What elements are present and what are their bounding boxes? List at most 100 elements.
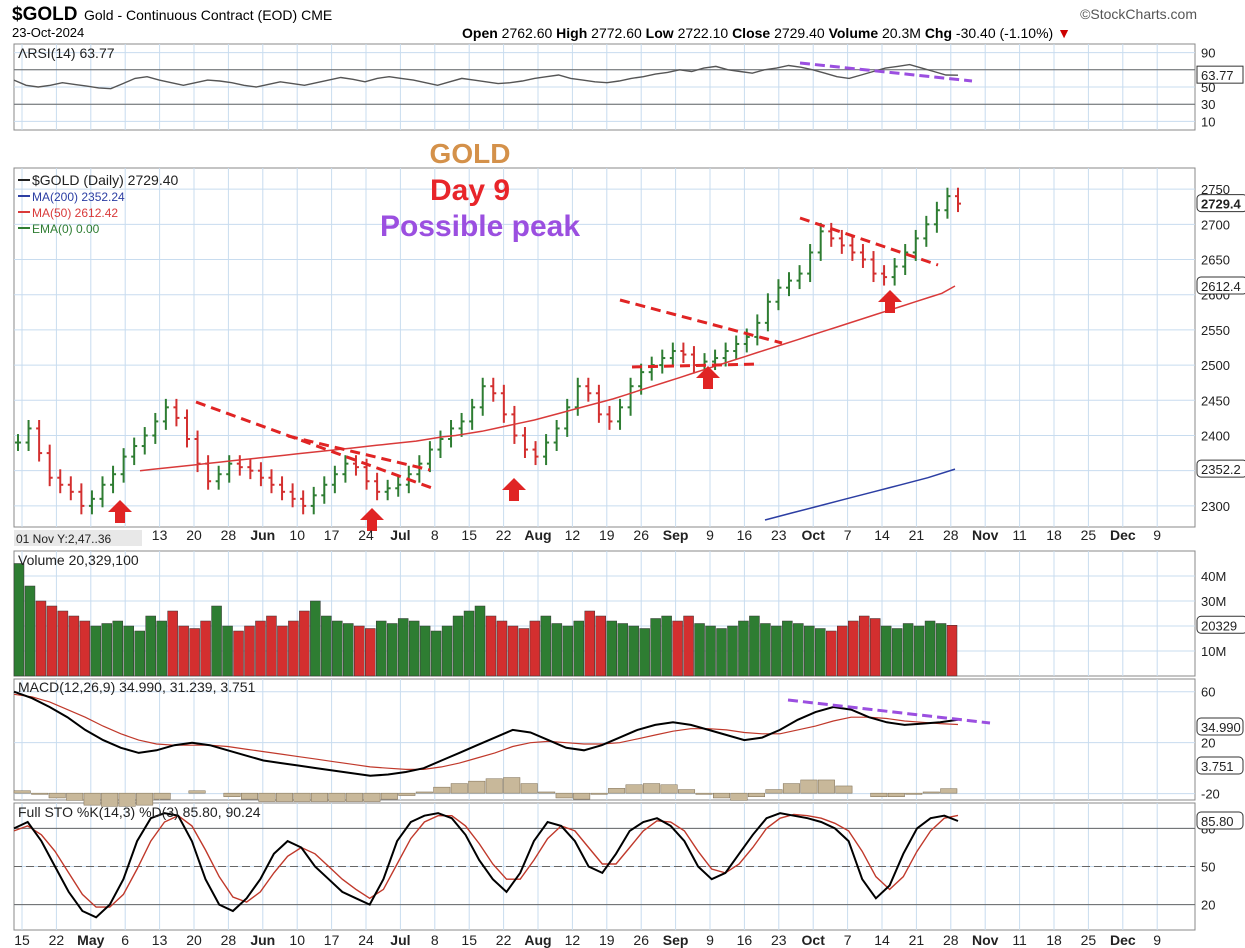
up-arrow-icon — [696, 366, 720, 389]
x-tick-label-top: 18 — [1046, 527, 1062, 543]
macd-histogram-bar — [800, 779, 818, 794]
chart-date: 23-Oct-2024 — [12, 25, 85, 40]
x-tick-label-bottom: 28 — [943, 932, 959, 948]
volume-bar — [924, 620, 936, 677]
macd-histogram-bar — [345, 792, 363, 802]
x-tick-label-top: 28 — [221, 527, 237, 543]
panel-frame-price — [13, 167, 1196, 528]
volume-bar — [222, 625, 233, 677]
resistance-trendline — [799, 216, 939, 267]
contract-description: Gold - Continuous Contract (EOD) CME — [84, 7, 332, 23]
macd-histogram-bar — [258, 792, 276, 802]
volume-bar — [485, 615, 497, 677]
y-tick-label: 2500 — [1201, 358, 1230, 373]
volume-bar — [452, 615, 464, 677]
x-tick-label-top: 14 — [874, 527, 890, 543]
volume-bar — [211, 605, 222, 677]
low-value: 2722.10 — [677, 25, 729, 41]
volume-bar — [430, 630, 442, 677]
macd-histogram-bar — [695, 792, 713, 795]
volume-bar — [343, 623, 354, 677]
volume-bar — [474, 605, 486, 677]
x-tick-label-top: 10 — [289, 527, 305, 543]
x-tick-label-bottom: 12 — [565, 932, 581, 948]
x-tick-label-top: 28 — [943, 527, 959, 543]
macd-histogram-bar — [153, 792, 171, 800]
x-tick-label-bottom: 8 — [431, 932, 439, 948]
close-value: 2729.40 — [774, 25, 825, 41]
macd-histogram-bar — [48, 792, 66, 799]
volume-bar — [628, 625, 639, 677]
volume-bar — [408, 620, 420, 677]
volume-bar — [233, 630, 244, 677]
x-tick-label-bottom: Dec — [1110, 932, 1136, 948]
volume-bar — [365, 628, 376, 677]
volume-bar — [749, 615, 760, 677]
x-tick-label-bottom: 14 — [874, 932, 890, 948]
volume-bar — [935, 623, 947, 677]
x-tick-label-top: 22 — [496, 527, 512, 543]
volume-bar — [771, 625, 782, 677]
legend-entry-2: MA(50) 2612.42 — [32, 206, 118, 220]
close-label: Close — [732, 25, 771, 41]
volume-bar — [650, 618, 661, 677]
macd-histogram-bar — [241, 792, 258, 800]
rsi-title: ΛRSI(14) 63.77 — [18, 45, 115, 61]
x-tick-label-top: 23 — [771, 527, 787, 543]
high-value: 2772.60 — [591, 25, 642, 41]
volume-bar — [441, 625, 453, 677]
rsi-current-box — [1196, 65, 1244, 84]
x-tick-label-top: Dec — [1110, 527, 1136, 543]
volume-bar — [858, 615, 870, 677]
macd-histogram-bar — [538, 791, 556, 794]
x-tick-label-bottom: 17 — [324, 932, 340, 948]
y-tick-label: 90 — [1201, 46, 1215, 61]
volume-bar — [79, 620, 91, 677]
x-tick-label-bottom: 22 — [496, 932, 512, 948]
last-value-box — [1196, 194, 1245, 213]
x-tick-label-bottom: 10 — [289, 932, 305, 948]
volume-bar — [793, 623, 804, 677]
volume-current-box — [1196, 615, 1245, 634]
support-trendline — [631, 362, 761, 369]
volume-bar — [299, 610, 310, 677]
sto-d-line — [13, 813, 959, 908]
volume-bar — [727, 625, 738, 677]
macd-histogram-bar — [468, 780, 486, 794]
description-text: Gold - Continuous Contract (EOD) — [84, 7, 298, 23]
macd-histogram-bar — [835, 785, 853, 794]
volume-bar — [321, 615, 332, 677]
macd-current-box — [1196, 756, 1244, 775]
macd-histogram-bar — [310, 792, 328, 802]
macd-histogram-bar — [503, 777, 521, 794]
volume-bar — [639, 628, 650, 677]
macd-current-label: 34.990 — [1201, 720, 1241, 735]
macd-histogram-bar — [520, 783, 538, 794]
x-tick-label-top: 25 — [1081, 527, 1097, 543]
volume-bar — [178, 625, 189, 677]
x-tick-label-bottom: 13 — [152, 932, 168, 948]
x-tick-label-top: 20 — [186, 527, 202, 543]
volume-bar — [782, 620, 793, 677]
y-tick-label: 50 — [1201, 80, 1215, 95]
macd-histogram-bar — [328, 792, 346, 802]
volume-bar — [310, 600, 321, 677]
y-tick-label: 2300 — [1201, 499, 1230, 514]
volume-bar — [419, 625, 431, 677]
y-tick-label: 2700 — [1201, 217, 1230, 232]
volume-bar — [507, 625, 519, 677]
up-arrow-icon — [360, 508, 384, 531]
macd-current-box — [1196, 717, 1244, 736]
volume-bar — [277, 625, 288, 677]
macd-histogram-bar — [433, 786, 451, 794]
volume-bar — [551, 623, 563, 677]
volume-bar — [891, 628, 903, 677]
x-tick-label-bottom: Sep — [663, 932, 689, 948]
x-tick-label-bottom: 9 — [706, 932, 714, 948]
volume-bar — [880, 625, 892, 677]
x-tick-label-top: Aug — [524, 527, 551, 543]
macd-histogram-bar — [398, 792, 416, 796]
volume-bar — [463, 610, 475, 677]
y-tick-label: 2450 — [1201, 393, 1230, 408]
